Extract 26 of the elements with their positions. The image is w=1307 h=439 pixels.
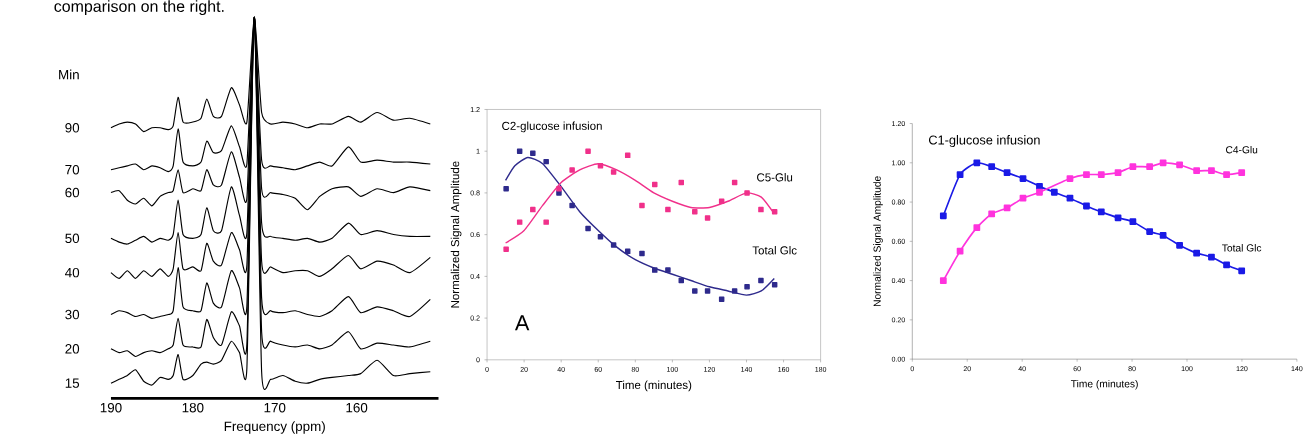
text: 15	[65, 378, 80, 389]
series-label: C4-Glu	[1226, 146, 1258, 154]
annotation: A	[514, 315, 530, 331]
text: comparison on the right.	[54, 0, 224, 16]
text: 50	[65, 233, 80, 244]
series-label: Total Glc	[1222, 244, 1262, 252]
text: 70	[65, 165, 80, 175]
x-axis-title: Frequency (ppm)	[224, 421, 325, 434]
series-label: C5-Glu	[757, 173, 793, 182]
y-axis-title: Min	[59, 69, 79, 80]
y-axis-title: Normalized Signal Amplitude	[450, 161, 462, 308]
text: C1-glucose infusion	[928, 135, 1040, 148]
x-axis-title: Time (minutes)	[616, 380, 692, 392]
text: 40	[65, 268, 80, 278]
text: C2-glucose infusion	[502, 121, 602, 133]
x-tick-label: 190	[100, 403, 122, 413]
text: 20	[65, 344, 80, 354]
x-tick-label: 170	[264, 403, 286, 413]
x-axis-title: Time (minutes)	[1070, 380, 1138, 390]
text: Total Glc	[752, 246, 797, 255]
y-axis-title: Normalized Signal Amplitude	[873, 176, 883, 307]
x-tick-label: 180	[182, 403, 204, 413]
text: 60	[65, 188, 80, 198]
x-tick-label: 160	[346, 403, 368, 413]
text: 30	[65, 310, 80, 320]
text: 90	[65, 123, 80, 133]
